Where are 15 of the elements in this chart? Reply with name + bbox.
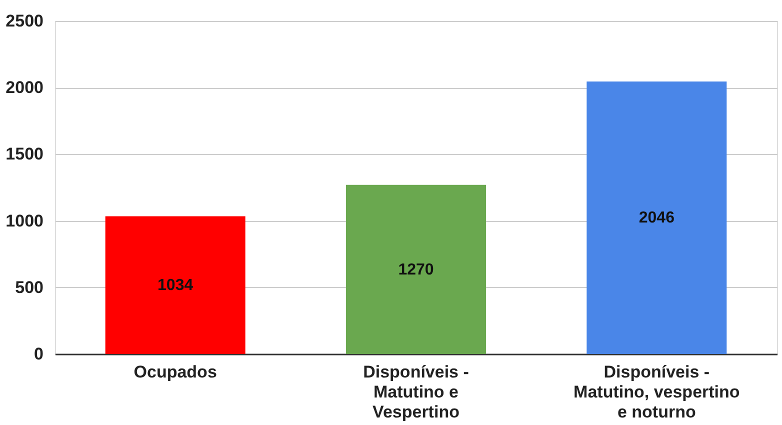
y-tick-label: 2500 (6, 12, 44, 30)
data-label: 1034 (158, 277, 194, 294)
bar (586, 81, 727, 354)
y-tick-label: 0 (34, 344, 44, 364)
data-label: 2046 (638, 210, 675, 227)
bar (346, 184, 486, 354)
bar (105, 216, 246, 354)
y-tick-label: 500 (15, 278, 44, 297)
y-tick-label: 1000 (6, 211, 44, 230)
x-tick-label: Disponíveis - Matutino, vespertino e noturno (574, 362, 740, 422)
y-tick-label: 1500 (6, 144, 44, 164)
x-tick-label: Ocupados (134, 362, 217, 382)
data-label: 1270 (398, 261, 434, 278)
y-tick-label: 2000 (6, 78, 44, 98)
x-tick-label: Disponíveis - Matutino e Vespertino (363, 362, 469, 422)
